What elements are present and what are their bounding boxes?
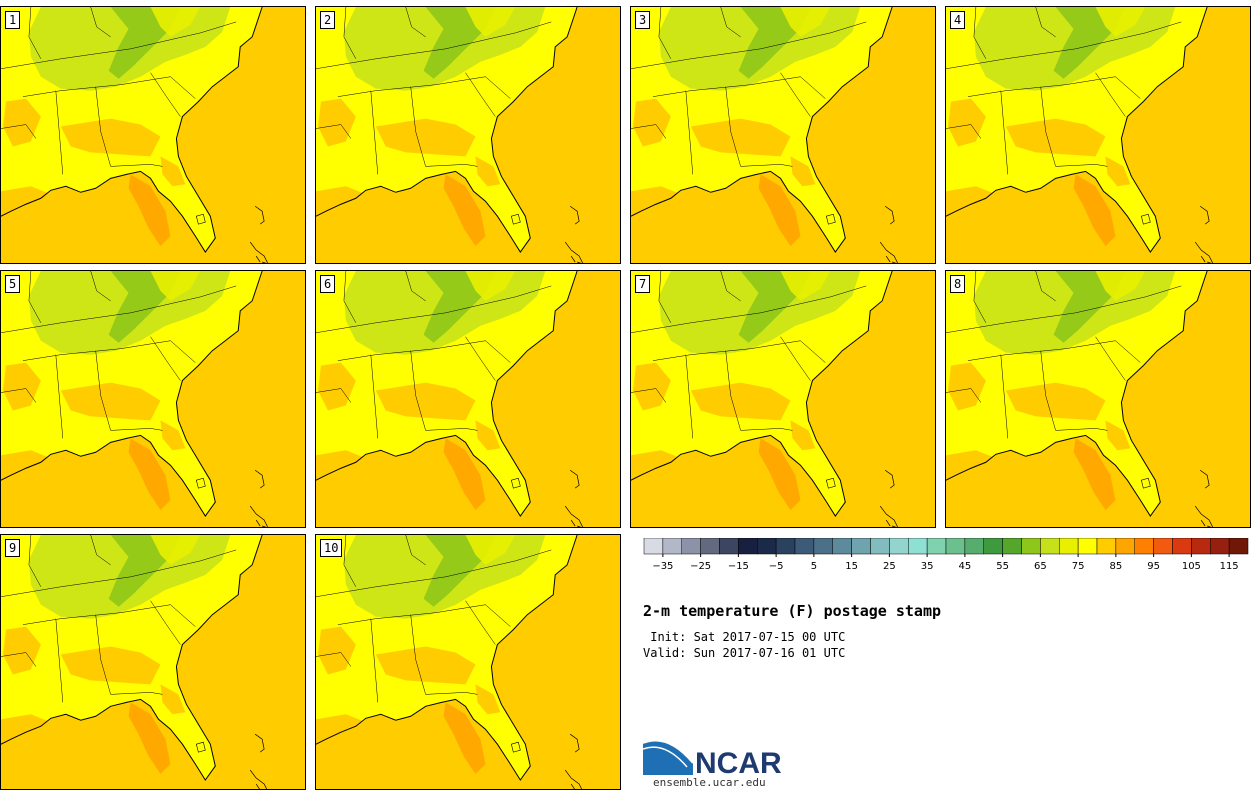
colorbar-tick-label: −15 xyxy=(728,561,749,572)
ncar-logo-text: NCAR xyxy=(695,747,782,777)
colorbar-swatch xyxy=(964,538,984,555)
colorbar-swatch xyxy=(1134,538,1154,555)
panel-number-label: 10 xyxy=(320,539,343,557)
panel-number-label: 1 xyxy=(5,11,21,29)
colorbar-tick-label: 45 xyxy=(959,561,972,572)
colorbar-tick-label: −35 xyxy=(652,561,673,572)
member-panel-4: 4 xyxy=(945,6,1251,264)
map-canvas xyxy=(316,535,584,789)
colorbar-swatch xyxy=(643,538,664,555)
colorbar-swatch xyxy=(1040,538,1060,555)
colorbar-tick-label: 35 xyxy=(921,561,934,572)
colorbar-swatch xyxy=(945,538,966,555)
colorbar-swatch xyxy=(757,538,777,555)
colorbar-swatch xyxy=(926,538,947,555)
member-panel-2: 2 xyxy=(315,6,621,264)
colorbar-swatch xyxy=(832,538,852,555)
plot-title: 2-m temperature (F) postage stamp xyxy=(643,602,942,620)
ncar-logo: NCAR xyxy=(643,739,782,777)
member-panel-9: 9 xyxy=(0,534,306,790)
colorbar-swatch xyxy=(851,538,871,555)
colorbar-swatch xyxy=(1228,538,1249,555)
colorbar-swatch xyxy=(1096,538,1117,555)
member-panel-5: 5 xyxy=(0,270,306,528)
panel-number-label: 7 xyxy=(635,275,651,293)
colorbar-swatch xyxy=(983,538,1003,555)
colorbar-swatch xyxy=(738,538,758,555)
map-canvas xyxy=(316,271,584,527)
colorbar-swatch xyxy=(1021,538,1041,555)
member-panel-10: 10 xyxy=(315,534,621,790)
colorbar-swatch xyxy=(870,538,890,555)
colorbar-swatch xyxy=(681,538,701,555)
colorbar-ticks: −35 −25 −15 −5 5 15 25 35 45 55 65 75 85 95 105 115 xyxy=(652,554,1239,572)
panel-number-label: 9 xyxy=(5,539,21,557)
temperature-colorbar: −35 −25 −15 −5 5 15 25 35 45 55 65 75 85 95 105 115 xyxy=(643,538,1249,572)
colorbar-swatch xyxy=(1210,538,1230,555)
member-panel-7: 7 xyxy=(630,270,936,528)
map-canvas xyxy=(946,7,1214,263)
panel-number-label: 8 xyxy=(950,275,966,293)
colorbar-tick-label: 75 xyxy=(1072,561,1085,572)
colorbar-tick-label: 115 xyxy=(1220,561,1239,572)
colorbar-tick-label: 95 xyxy=(1147,561,1160,572)
colorbar-swatch xyxy=(1002,538,1022,555)
init-time: Init: Sat 2017-07-15 00 UTC xyxy=(643,630,846,644)
panel-number-label: 4 xyxy=(950,11,966,29)
colorbar-tick-label: 5 xyxy=(811,561,817,572)
panel-number-label: 2 xyxy=(320,11,336,29)
map-canvas xyxy=(631,271,899,527)
colorbar-tick-label: 15 xyxy=(845,561,858,572)
colorbar-swatch xyxy=(719,538,739,555)
colorbar-swatch xyxy=(775,538,796,555)
panel-number-label: 5 xyxy=(5,275,21,293)
colorbar-tick-label: 105 xyxy=(1182,561,1201,572)
colorbar-swatch xyxy=(1191,538,1211,555)
map-canvas xyxy=(1,271,269,527)
colorbar-swatches xyxy=(643,538,1249,555)
colorbar-swatch xyxy=(1077,538,1098,555)
colorbar-swatch xyxy=(1153,538,1173,555)
panel-number-label: 3 xyxy=(635,11,651,29)
map-canvas xyxy=(1,535,269,789)
colorbar-tick-label: 65 xyxy=(1034,561,1047,572)
colorbar-swatch xyxy=(794,538,815,555)
colorbar-swatch xyxy=(908,538,928,555)
member-panel-1: 1 xyxy=(0,6,306,264)
colorbar-swatch xyxy=(662,538,682,555)
panel-number-label: 6 xyxy=(320,275,336,293)
map-canvas xyxy=(631,7,899,263)
colorbar-swatch xyxy=(889,538,909,555)
colorbar-swatch xyxy=(1115,538,1135,555)
colorbar-swatch xyxy=(813,538,833,555)
map-canvas xyxy=(1,7,269,263)
colorbar-tick-label: 85 xyxy=(1110,561,1123,572)
map-canvas xyxy=(946,271,1214,527)
member-panel-6: 6 xyxy=(315,270,621,528)
member-panel-3: 3 xyxy=(630,6,936,264)
colorbar-tick-label: −25 xyxy=(690,561,711,572)
valid-time: Valid: Sun 2017-07-16 01 UTC xyxy=(643,646,846,660)
colorbar-swatch xyxy=(1059,538,1079,555)
member-panel-8: 8 xyxy=(945,270,1251,528)
colorbar-tick-label: 55 xyxy=(996,561,1009,572)
colorbar-tick-label: 25 xyxy=(883,561,896,572)
map-canvas xyxy=(316,7,584,263)
logo-subtitle: ensemble.ucar.edu xyxy=(653,776,766,789)
colorbar-swatch xyxy=(700,538,720,555)
colorbar-swatch xyxy=(1172,538,1192,555)
colorbar-tick-label: −5 xyxy=(769,561,784,572)
ncar-logo-swoosh xyxy=(643,740,693,775)
